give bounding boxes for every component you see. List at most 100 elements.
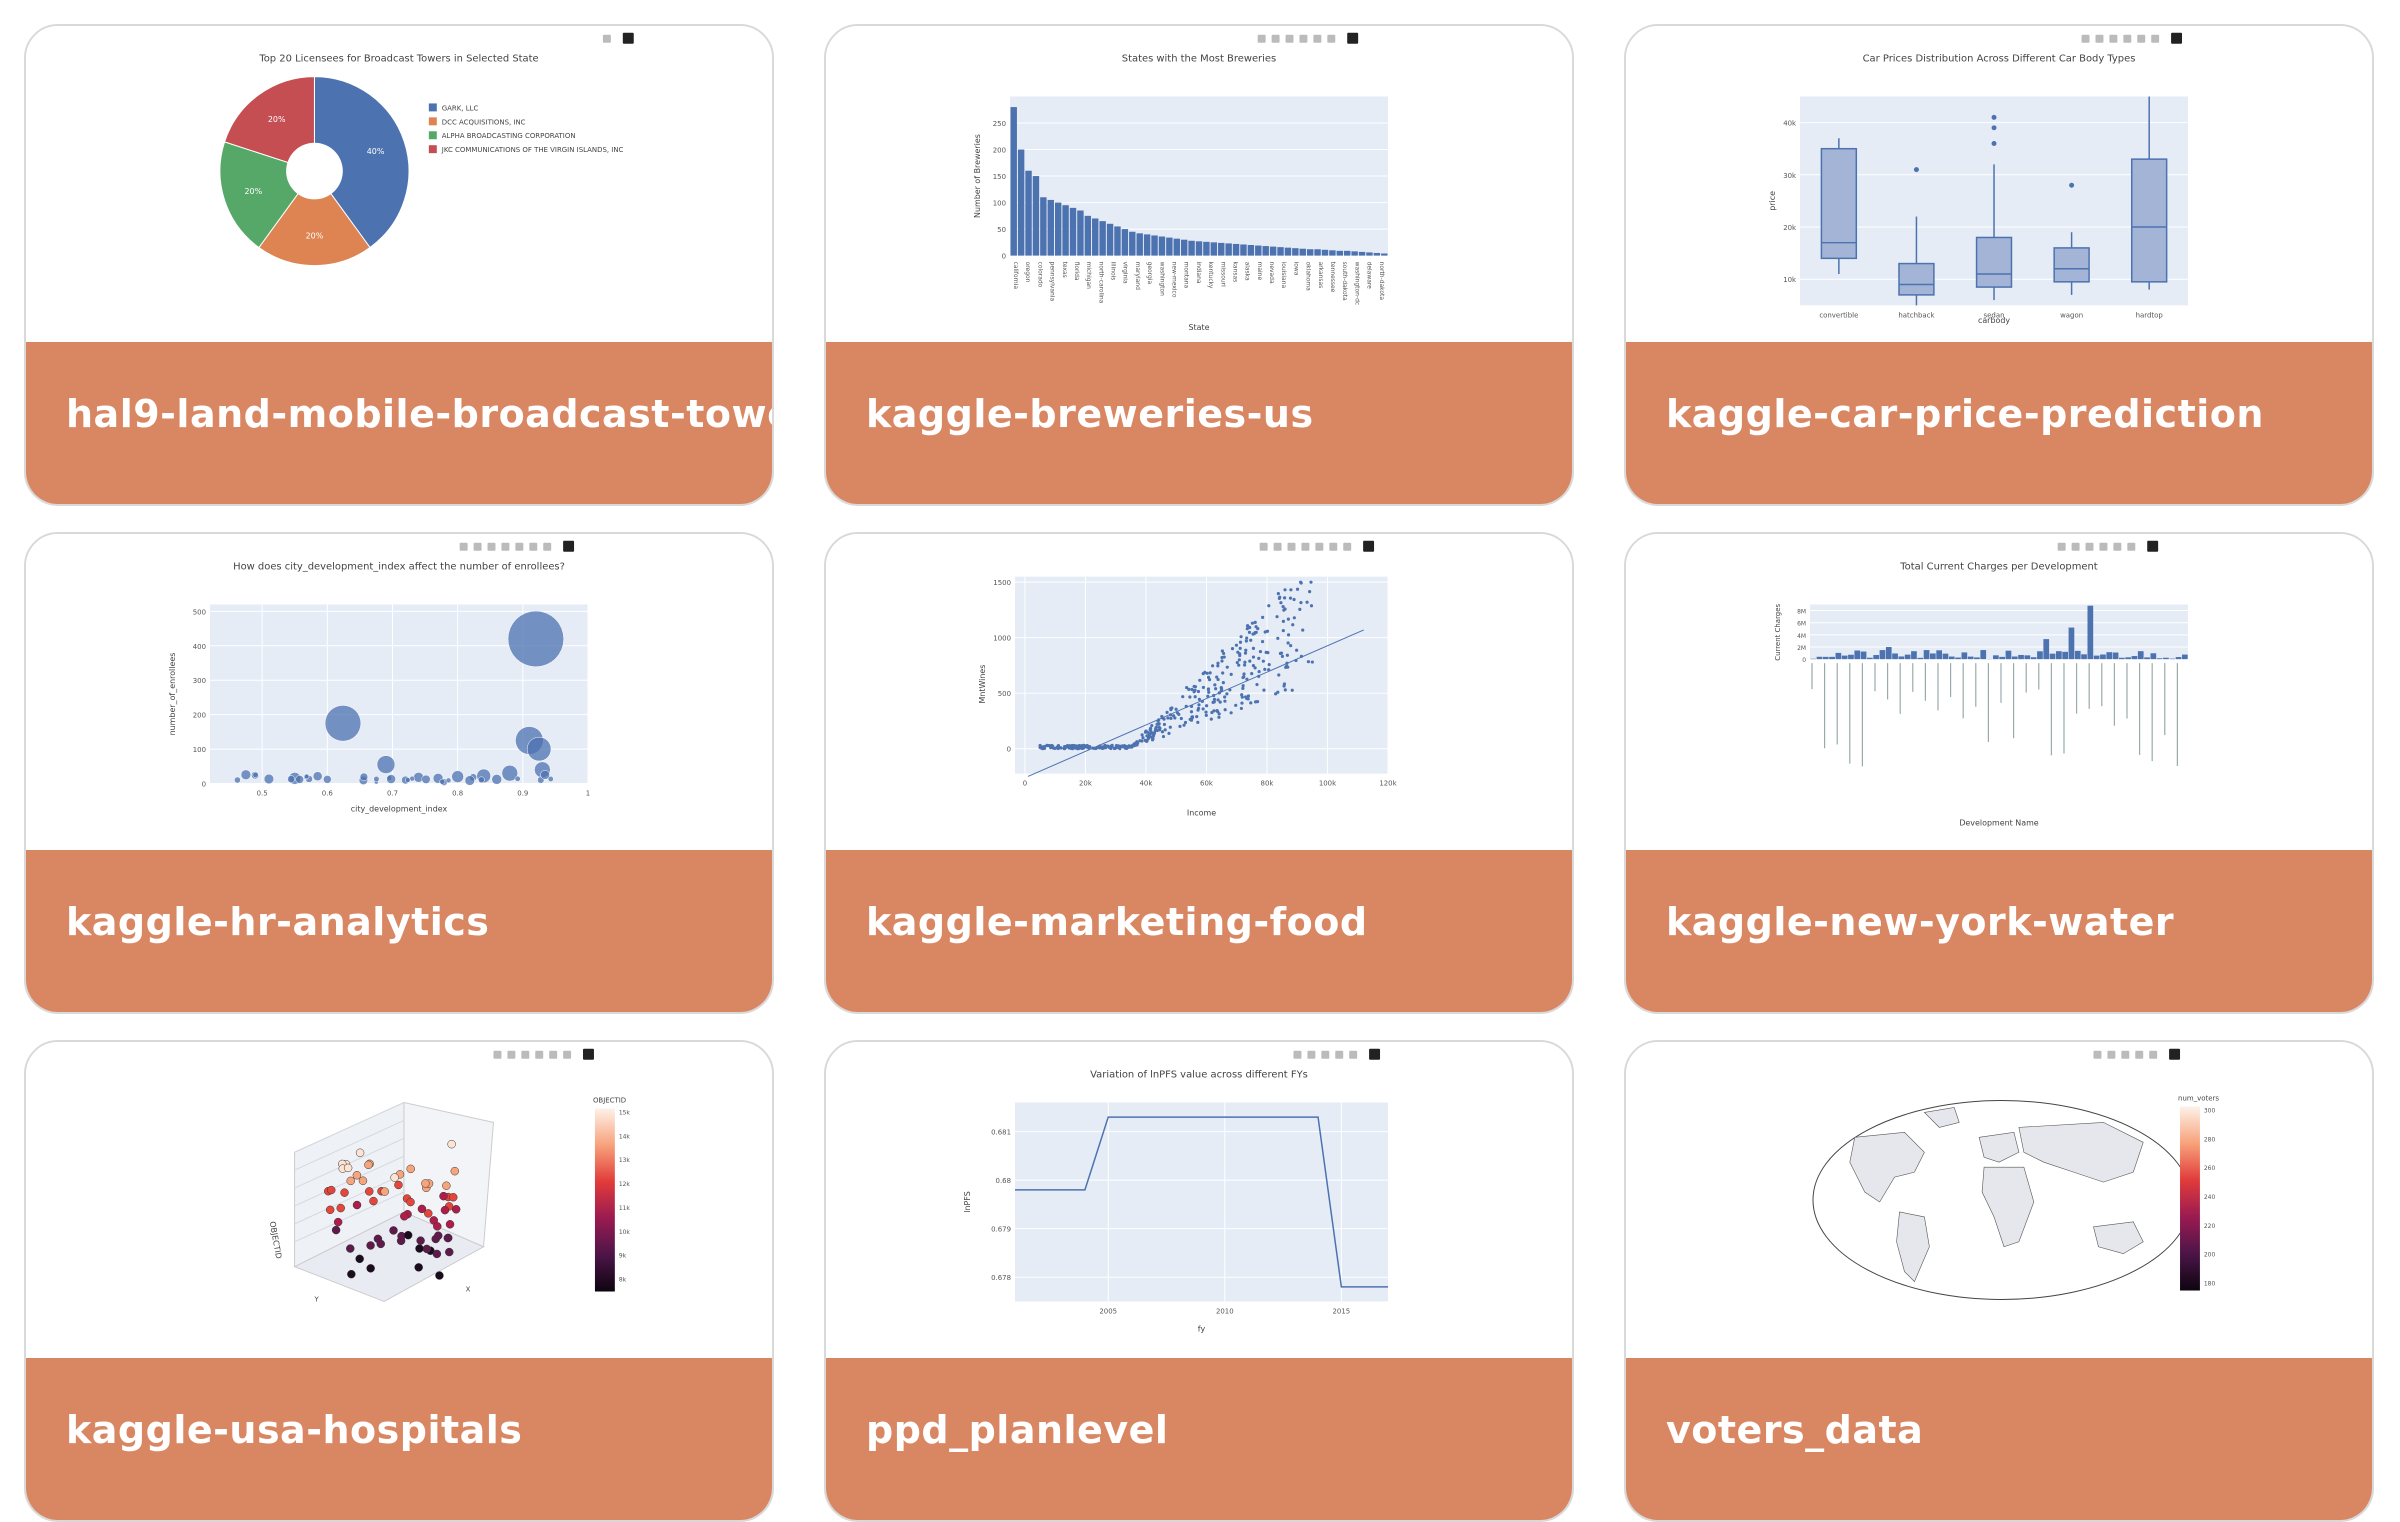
card-title[interactable]: voters_data [1666, 1408, 1923, 1452]
y-tick-label: 0.679 [991, 1226, 1011, 1234]
card-kaggle-hr-analytics[interactable]: How does city_development_index affect t… [24, 532, 774, 1014]
scatter3d-point [435, 1272, 443, 1280]
colorbar-title: OBJECTID [593, 1097, 626, 1105]
scatter-point [1221, 671, 1224, 674]
plotly-logo-icon [1369, 1049, 1380, 1060]
modebar-icon [2137, 35, 2145, 43]
colorbar-tick-label: 300 [2204, 1107, 2216, 1114]
plotly-logo-icon [1347, 33, 1358, 44]
slice-label: 40% [367, 147, 385, 156]
pie-hole [286, 143, 343, 200]
scatter-point [1268, 663, 1271, 666]
y-tick-label: 400 [193, 643, 206, 651]
scatter-point [1177, 713, 1180, 716]
scatter-point [1125, 747, 1128, 750]
scatter-point [1247, 694, 1250, 697]
scatter-point [1158, 728, 1161, 731]
modebar-icon [2058, 543, 2066, 551]
bar [1980, 650, 1986, 659]
bar [1270, 247, 1276, 256]
x-tick-label: virginia [1122, 262, 1129, 284]
plot-area [1015, 1103, 1388, 1302]
scatter-point [1254, 666, 1257, 669]
box [1977, 237, 2012, 287]
scatter3d-point [390, 1226, 398, 1234]
scatter-point [1283, 588, 1286, 591]
scatter-point [1244, 649, 1247, 652]
scatter-point [1202, 707, 1205, 710]
colorbar-tick-label: 240 [2204, 1194, 2216, 1201]
scatter3d-point [448, 1140, 456, 1148]
colorbar-tick-label: 220 [2204, 1223, 2216, 1230]
scatter-point [1141, 736, 1144, 739]
bar [1225, 243, 1231, 255]
scatter-point [1287, 641, 1290, 644]
scatter-point [1246, 624, 1249, 627]
modebar-icon [549, 1051, 557, 1059]
bar [1137, 233, 1143, 255]
y-tick-label: 200 [993, 147, 1006, 155]
scatter-point [1146, 731, 1149, 734]
card-ppd-planlevel[interactable]: Variation of lnPFS value across differen… [824, 1040, 1574, 1522]
bar [1949, 657, 1955, 660]
scatter3d-point [381, 1188, 389, 1196]
scatter3d-point [327, 1186, 335, 1194]
bar [1055, 203, 1061, 256]
modebar-icon [1343, 543, 1351, 551]
bubble-point [478, 777, 484, 783]
card-title[interactable]: hal9-land-mobile-broadcast-towers [66, 392, 774, 436]
scatter-point [1248, 660, 1251, 663]
bar [1292, 248, 1298, 255]
bar [1374, 253, 1380, 256]
x-tick-label: tennessee [1329, 262, 1336, 293]
card-title[interactable]: kaggle-usa-hospitals [66, 1408, 522, 1452]
bar [1099, 221, 1105, 255]
card-title[interactable]: kaggle-marketing-food [866, 900, 1368, 944]
scatter-point [1109, 747, 1112, 750]
card-kaggle-car-price-prediction[interactable]: Car Prices Distribution Across Different… [1624, 24, 2374, 506]
bar [1873, 655, 1879, 659]
bar [1018, 150, 1024, 256]
x-tick-label: iowa [1292, 262, 1299, 276]
scatter-point [1256, 627, 1259, 630]
scatter-point [1153, 731, 1156, 734]
bar [1151, 235, 1157, 255]
x-tick-label: 0.6 [322, 789, 333, 797]
scatter-point [1243, 661, 1246, 664]
card-title[interactable]: kaggle-new-york-water [1666, 900, 2174, 944]
card-title[interactable]: kaggle-breweries-us [866, 392, 1314, 436]
outlier-point [1992, 115, 1997, 120]
x-tick-label: 0.5 [257, 789, 268, 797]
card-title[interactable]: kaggle-car-price-prediction [1666, 392, 2264, 436]
colorbar-tick-label: 280 [2204, 1136, 2216, 1143]
scatter-point [1155, 726, 1158, 729]
card-title[interactable]: kaggle-hr-analytics [66, 900, 489, 944]
chart-title: States with the Most Breweries [1122, 54, 1276, 65]
chart-title: How does city_development_index affect t… [233, 562, 565, 573]
card-hal9-land-mobile-broadcast-towers[interactable]: Top 20 Licensees for Broadcast Towers in… [24, 24, 774, 506]
y-tick-label: 500 [998, 690, 1011, 698]
scatter-point [1215, 675, 1218, 678]
x-tick-label: 100k [1319, 779, 1336, 787]
scatter-point [1190, 688, 1193, 691]
scatter-point [1223, 695, 1226, 698]
bubble-point [374, 776, 380, 782]
scatter-point [1295, 649, 1298, 652]
card-title[interactable]: ppd_planlevel [866, 1408, 1168, 1452]
bar-chart: Total Current Charges per Development02M… [1626, 534, 2372, 850]
card-banner: voters_data [1626, 1358, 2372, 1522]
scatter-point [1223, 700, 1226, 703]
scatter-point [1210, 711, 1213, 714]
scatter3d-point [353, 1201, 361, 1209]
bar [1861, 652, 1867, 660]
x-axis-label: State [1188, 323, 1209, 332]
scatter-point [1213, 683, 1216, 686]
bubble-point [446, 778, 451, 783]
bar [2024, 655, 2030, 659]
y-axis-label: lnPFS [963, 1191, 972, 1213]
